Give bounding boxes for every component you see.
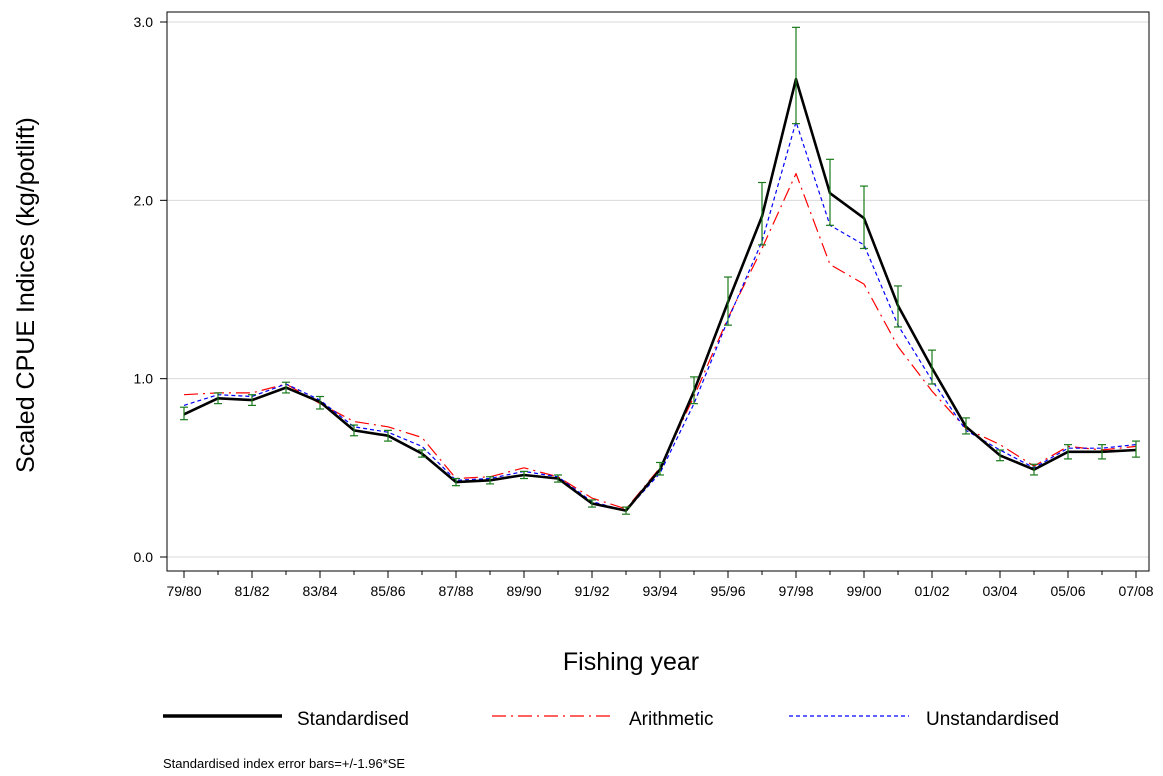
error-bar-18: [792, 26, 800, 125]
error-bar-13: [622, 506, 630, 515]
error-bar-28: [1132, 440, 1140, 458]
error-bar-2: [248, 394, 256, 407]
error-bar-26: [1064, 444, 1072, 460]
error-bar-7: [418, 449, 426, 458]
error-bar-12: [588, 499, 596, 508]
y-axis: 0.0 1.0 2.0 3.0: [134, 14, 167, 565]
error-bar-19: [826, 158, 834, 226]
error-bar-20: [860, 185, 868, 250]
legend-label-unstandardised: Unstandardised: [926, 709, 1059, 730]
x-axis-title: Fishing year: [563, 648, 699, 676]
error-bar-1: [214, 392, 222, 405]
x-tick-label-18: 97/98: [778, 583, 813, 599]
series-line-arithmetic: [183, 173, 1137, 510]
error-bar-11: [554, 474, 562, 483]
error-bar-24: [996, 449, 1004, 462]
x-tick-label-20: 99/00: [846, 583, 881, 599]
x-tick-label-2: 81/82: [234, 583, 269, 599]
y-tick-label-1: 1.0: [134, 371, 154, 387]
grid-lines: [167, 21, 1149, 558]
x-tick-label-10: 89/90: [506, 583, 541, 599]
error-bar-22: [928, 349, 936, 385]
error-bar-27: [1098, 444, 1106, 460]
y-axis-title: Scaled CPUE Indices (kg/potlift): [12, 117, 40, 473]
error-bar-0: [180, 406, 188, 421]
error-bar-17: [758, 181, 766, 246]
error-bar-5: [350, 424, 358, 437]
x-tick-label-4: 83/84: [302, 583, 337, 599]
error-bar-10: [520, 470, 528, 480]
y-tick-label-2: 2.0: [134, 192, 154, 208]
error-bar-14: [656, 461, 664, 476]
x-tick-label-8: 87/88: [438, 583, 473, 599]
error-bar-4: [316, 395, 324, 410]
x-tick-label-0: 79/80: [166, 583, 201, 599]
legend-label-standardised: Standardised: [297, 709, 409, 730]
x-axis: 79/80 81/82 83/84 85/86 87/88 89/90 91/92 93/94…: [166, 571, 1154, 599]
error-bar-9: [486, 476, 494, 485]
y-tick-label-0: 0.0: [134, 549, 154, 565]
legend-label-arithmetic: Arithmetic: [629, 709, 713, 730]
x-tick-label-12: 91/92: [574, 583, 609, 599]
x-tick-label-16: 95/96: [710, 583, 745, 599]
error-bars: [180, 26, 1140, 515]
error-bar-6: [384, 429, 392, 442]
x-tick-label-6: 85/86: [370, 583, 405, 599]
error-bar-8: [452, 477, 460, 487]
error-bar-15: [690, 376, 698, 405]
x-tick-label-26: 05/06: [1050, 583, 1085, 599]
footnote: Standardised index error bars=+/-1.96*SE: [163, 756, 405, 771]
plot-frame: [166, 11, 1150, 572]
x-tick-label-28: 07/08: [1118, 583, 1153, 599]
error-bar-21: [894, 285, 902, 328]
error-bar-23: [962, 417, 970, 435]
x-tick-label-22: 01/02: [914, 583, 949, 599]
x-tick-label-24: 03/04: [982, 583, 1017, 599]
y-tick-label-3: 3.0: [134, 14, 154, 30]
error-bar-25: [1030, 463, 1038, 476]
error-bar-16: [724, 276, 732, 326]
x-tick-label-14: 93/94: [642, 583, 677, 599]
legend: Standardised Arithmetic Unstandardised: [163, 709, 1059, 730]
error-bar-3: [282, 381, 290, 394]
